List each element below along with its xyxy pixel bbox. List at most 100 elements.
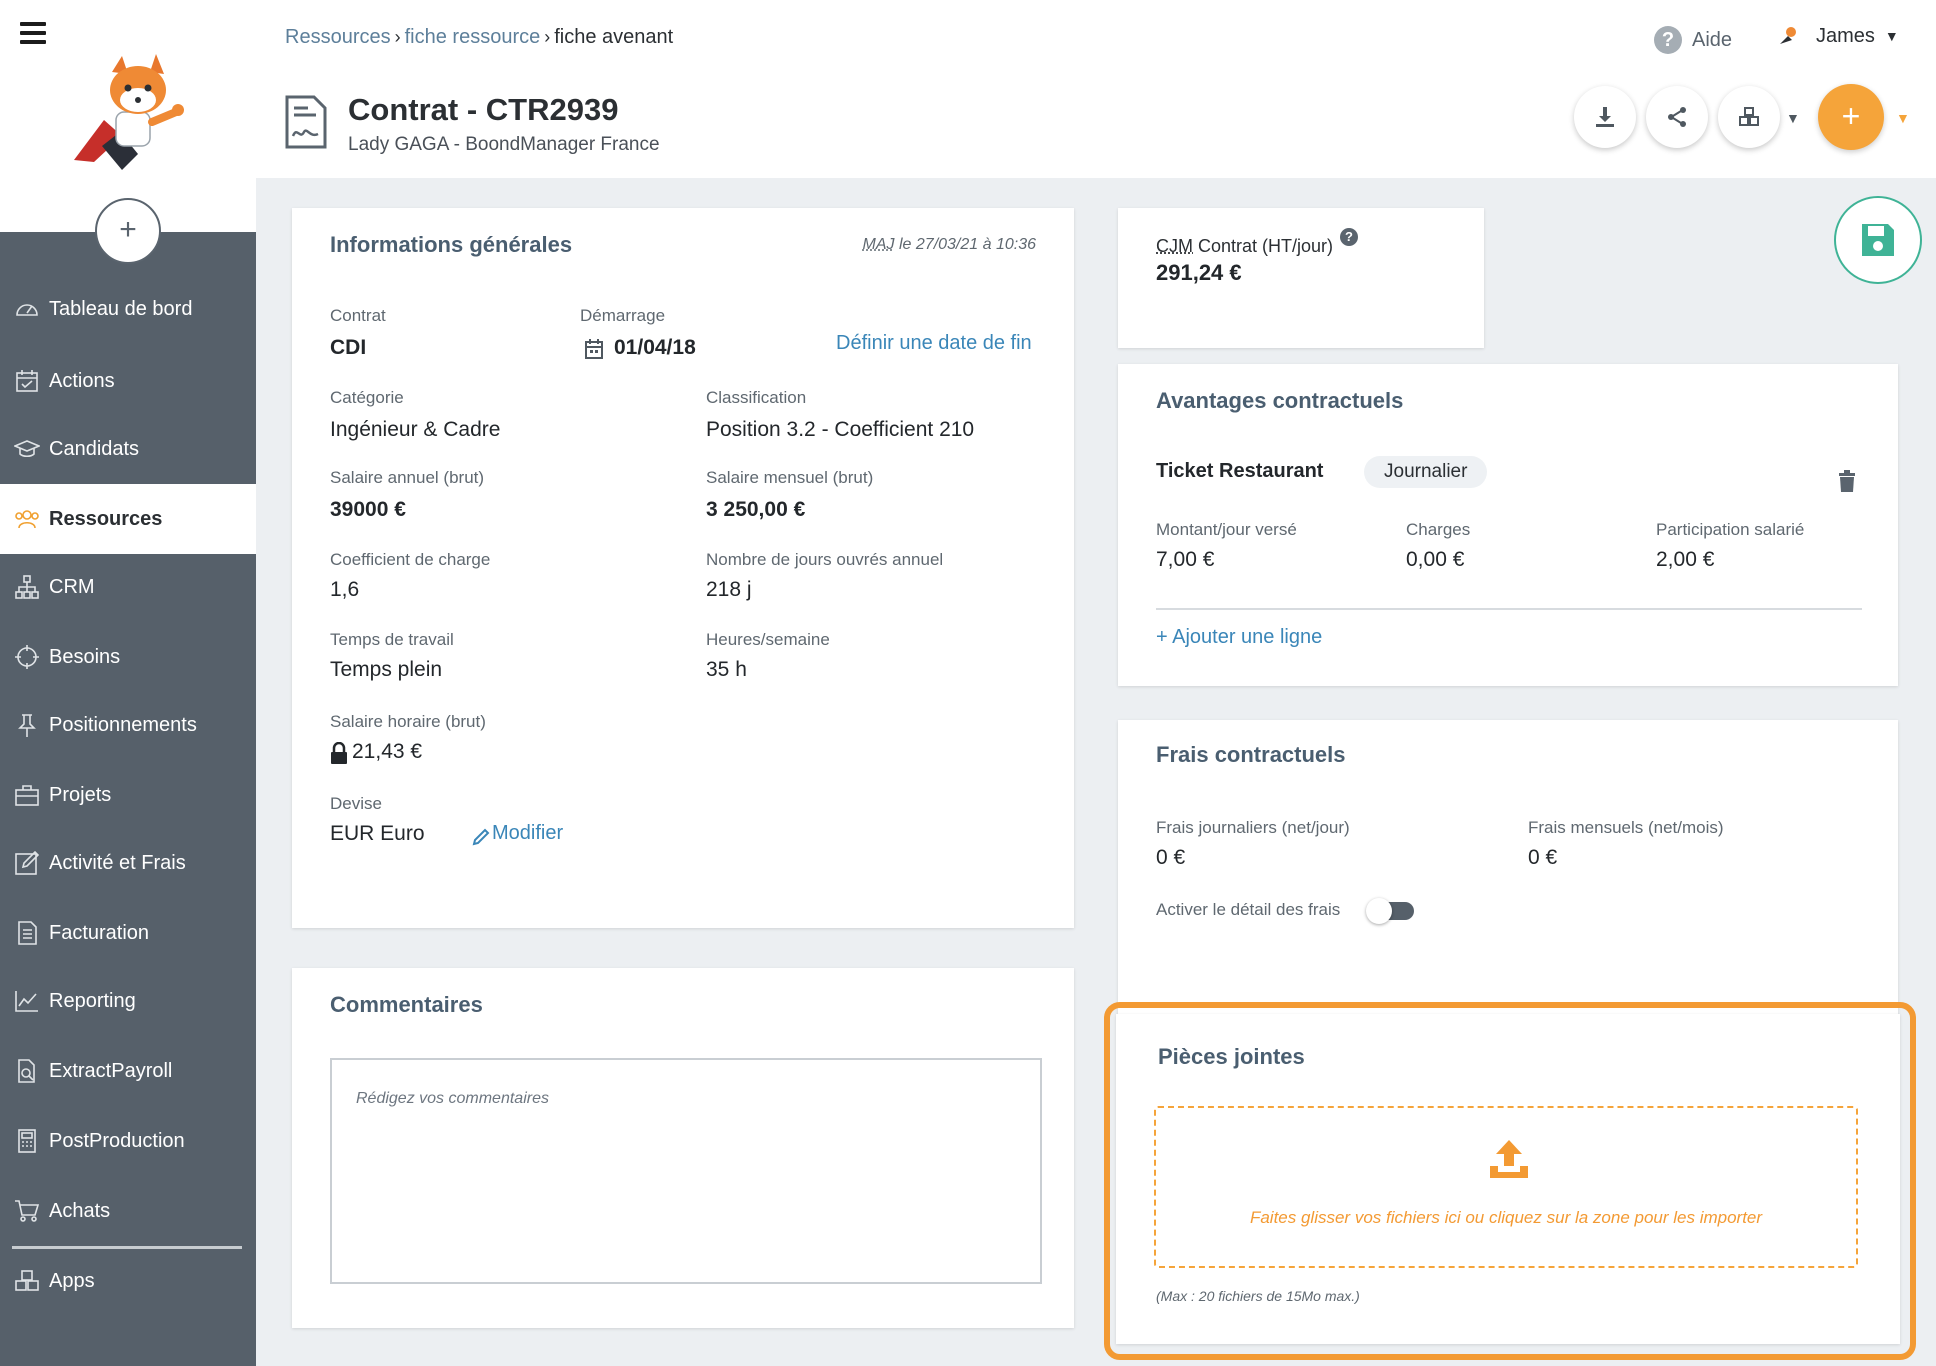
calendar-check-icon	[13, 367, 41, 395]
horaire-label: Salaire horaire (brut)	[330, 712, 486, 731]
attachments-limit-note: (Max : 20 fichiers de 15Mo max.)	[1156, 1288, 1360, 1304]
edit-icon	[13, 849, 41, 877]
participation-value: 2,00 €	[1656, 548, 1715, 571]
sidebar-item-actions[interactable]: Actions	[0, 346, 256, 416]
sidebar-divider	[12, 1246, 242, 1249]
sidebar-item-facturation[interactable]: Facturation	[0, 898, 256, 968]
sidebar-item-label: Apps	[49, 1269, 95, 1292]
benefits-card: Avantages contractuels Ticket Restaurant…	[1118, 364, 1898, 686]
card-title: Pièces jointes	[1158, 1044, 1305, 1069]
page-title: Contrat - CTR2939	[348, 92, 619, 127]
cjm-label-text: Contrat (HT/jour)	[1193, 236, 1334, 256]
caret-down-icon: ▼	[1884, 28, 1899, 44]
define-end-date-link[interactable]: Définir une date de fin	[836, 332, 1032, 354]
salaire-mensuel-label: Salaire mensuel (brut)	[706, 468, 874, 487]
users-icon	[13, 505, 41, 533]
cart-icon	[13, 1197, 41, 1225]
breadcrumb-ressources[interactable]: Ressources	[285, 26, 391, 48]
chevron-right-icon: ›	[394, 27, 401, 47]
help-link[interactable]: ? Aide	[1654, 26, 1732, 54]
help-tooltip-icon[interactable]: ?	[1340, 228, 1358, 246]
frais-journaliers-label: Frais journaliers (net/jour)	[1156, 818, 1350, 837]
sidebar-item-extractpayroll[interactable]: ExtractPayroll	[0, 1036, 256, 1106]
download-button[interactable]	[1574, 86, 1636, 148]
sidebar-item-postproduction[interactable]: PostProduction	[0, 1106, 256, 1176]
page-subtitle: Lady GAGA - BoondManager France	[348, 134, 660, 155]
cubes-icon	[1739, 107, 1759, 126]
sidebar-item-positionnements[interactable]: Positionnements	[0, 690, 256, 760]
quick-add-button[interactable]: +	[95, 198, 161, 264]
dropzone-text: Faites glisser vos fichiers ici ou cliqu…	[1249, 1208, 1763, 1227]
jours-label: Nombre de jours ouvrés annuel	[706, 550, 944, 569]
sidebar-item-activite-et-frais[interactable]: Activité et Frais	[0, 828, 256, 898]
breadcrumb-current: fiche avenant	[554, 26, 674, 48]
caret-down-icon[interactable]: ▼	[1896, 110, 1910, 126]
trash-icon[interactable]	[1838, 470, 1856, 492]
sidebar-item-apps[interactable]: Apps	[0, 1246, 256, 1316]
crosshair-icon	[13, 643, 41, 671]
horaire-value: 21,43 €	[352, 740, 423, 763]
pushpin-icon	[13, 711, 41, 739]
montant-label: Montant/jour versé	[1156, 520, 1297, 539]
calendar-icon	[585, 339, 603, 359]
breadcrumb-fiche-ressource[interactable]: fiche ressource	[404, 26, 541, 48]
salaire-mensuel-value: 3 250,00 €	[706, 498, 806, 521]
file-dropzone[interactable]: Faites glisser vos fichiers ici ou cliqu…	[1154, 1106, 1858, 1268]
save-button[interactable]	[1834, 196, 1922, 284]
page-header: Ressources › fiche ressource › fiche ave…	[256, 0, 1936, 178]
caret-down-icon[interactable]: ▼	[1786, 110, 1800, 126]
sidebar-item-label: Actions	[49, 369, 115, 392]
breadcrumb: Ressources › fiche ressource › fiche ave…	[285, 26, 673, 49]
user-menu[interactable]: James ▼	[1776, 24, 1899, 48]
sidebar-item-besoins[interactable]: Besoins	[0, 622, 256, 692]
modifier-devise-link[interactable]: Modifier	[492, 822, 564, 844]
comments-placeholder: Rédigez vos commentaires	[356, 1090, 549, 1107]
menu-icon[interactable]	[20, 22, 46, 44]
briefcase-icon	[13, 781, 41, 809]
general-info-card: Informations générales MAJ le 27/03/21 à…	[292, 208, 1074, 928]
add-button[interactable]: +	[1818, 84, 1884, 150]
sidebar-item-label: Achats	[49, 1199, 111, 1222]
sidebar-item-label: Activité et Frais	[49, 851, 186, 874]
participation-label: Participation salarié	[1656, 520, 1805, 539]
expenses-card: Frais contractuels Frais journaliers (ne…	[1118, 720, 1898, 1020]
share-button[interactable]	[1646, 86, 1708, 148]
attachments-card: Pièces jointes Faites glisser vos fichie…	[1116, 1014, 1900, 1344]
pencil-icon[interactable]	[472, 828, 490, 846]
sidebar-item-candidats[interactable]: Candidats	[0, 414, 256, 484]
sidebar-item-label: CRM	[49, 575, 95, 598]
user-avatar-icon	[1780, 27, 1796, 44]
sidebar-item-label: Reporting	[49, 989, 136, 1012]
card-title: Avantages contractuels	[1156, 388, 1404, 413]
upload-icon	[1490, 1140, 1528, 1178]
sidebar-item-reporting[interactable]: Reporting	[0, 966, 256, 1036]
sidebar-item-crm[interactable]: CRM	[0, 552, 256, 622]
question-circle-icon: ?	[1654, 26, 1682, 54]
devise-value: EUR Euro	[330, 822, 425, 845]
cjm-label: CJM Contrat (HT/jour)	[1156, 236, 1333, 257]
share-icon	[1668, 107, 1686, 127]
sidebar-item-projets[interactable]: Projets	[0, 760, 256, 830]
comments-textarea[interactable]: Rédigez vos commentaires	[330, 1058, 1042, 1284]
sidebar-item-label: Tableau de bord	[49, 297, 193, 320]
help-label: Aide	[1692, 28, 1733, 51]
heures-value: 35 h	[706, 658, 747, 681]
sidebar: + Tableau de bord Actions Candidats Ress…	[0, 0, 256, 1366]
frais-detail-toggle[interactable]	[1366, 898, 1414, 924]
devise-label: Devise	[330, 794, 382, 813]
categorie-label: Catégorie	[330, 388, 404, 407]
sidebar-item-ressources[interactable]: Ressources	[0, 484, 256, 554]
sidebar-item-label: Ressources	[49, 507, 163, 530]
cjm-abbr: CJM	[1156, 236, 1193, 256]
more-actions-button[interactable]	[1718, 86, 1780, 148]
benefit-name: Ticket Restaurant	[1156, 460, 1324, 482]
sitemap-icon	[13, 573, 41, 601]
chart-line-icon	[13, 987, 41, 1015]
temps-label: Temps de travail	[330, 630, 454, 649]
demarrage-value: 01/04/18	[614, 336, 696, 359]
classification-label: Classification	[706, 388, 807, 407]
add-line-link[interactable]: + Ajouter une ligne	[1156, 626, 1323, 648]
sidebar-item-tableau-de-bord[interactable]: Tableau de bord	[0, 274, 256, 344]
maj-abbr: MAJ	[862, 236, 895, 253]
sidebar-item-achats[interactable]: Achats	[0, 1176, 256, 1246]
